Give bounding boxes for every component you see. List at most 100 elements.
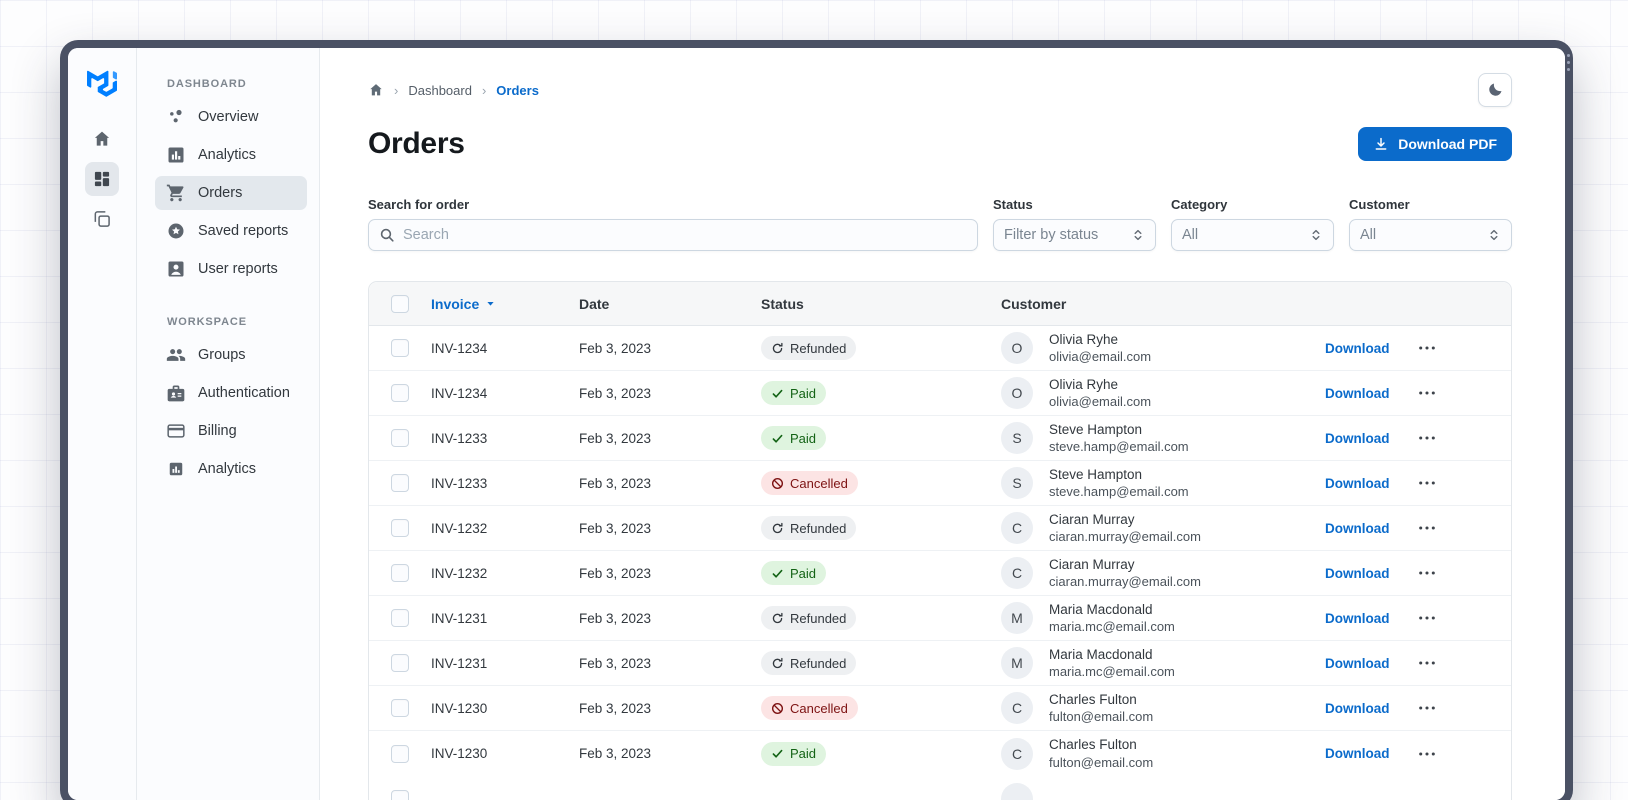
status-chip: Paid — [761, 426, 827, 450]
row-checkbox[interactable] — [391, 744, 409, 763]
row-checkbox[interactable] — [391, 384, 409, 402]
page-title: Orders — [368, 127, 465, 160]
invoice-cell: INV-1233 — [431, 475, 488, 491]
badge-icon — [166, 383, 186, 403]
row-checkbox[interactable] — [391, 609, 409, 627]
cart-icon — [166, 183, 186, 203]
customer-email: maria.mc@email.com — [1049, 664, 1175, 680]
rail-item-dashboard-grid[interactable] — [85, 162, 119, 196]
download-link[interactable]: Download — [1325, 475, 1390, 491]
row-checkbox[interactable] — [391, 474, 409, 492]
row-menu-button[interactable] — [1418, 615, 1436, 621]
search-field[interactable] — [403, 227, 967, 243]
home-icon — [92, 129, 112, 149]
sidebar-item-analytics[interactable]: Analytics — [155, 138, 307, 172]
sidebar-item-orders[interactable]: Orders — [155, 176, 307, 210]
row-menu-button[interactable] — [1418, 345, 1436, 351]
category-select[interactable]: All — [1171, 219, 1334, 251]
row-menu-button[interactable] — [1418, 480, 1436, 486]
breadcrumb-dashboard[interactable]: Dashboard — [408, 82, 472, 98]
status-select[interactable]: Filter by status — [993, 219, 1156, 251]
download-link[interactable]: Download — [1325, 655, 1390, 671]
status-cell: Refunded — [753, 606, 993, 630]
row-menu-button[interactable] — [1418, 751, 1436, 757]
download-link[interactable]: Download — [1325, 520, 1390, 536]
sidebar-item-billing[interactable]: Billing — [155, 414, 307, 448]
account-box-icon — [166, 259, 186, 279]
refresh-icon — [771, 657, 784, 670]
status-chip: Refunded — [761, 606, 857, 630]
sidebar-item-label: Analytics — [198, 147, 257, 163]
sidebar-item-user-reports[interactable]: User reports — [155, 252, 307, 286]
row-menu-button[interactable] — [1418, 570, 1436, 576]
row-checkbox[interactable] — [391, 339, 409, 357]
column-header-customer[interactable]: Customer — [1001, 295, 1067, 312]
table-row-partial — [369, 776, 1511, 800]
download-link[interactable]: Download — [1325, 610, 1390, 626]
row-checkbox[interactable] — [391, 429, 409, 447]
customer-select[interactable]: All — [1349, 219, 1512, 251]
filters-row: Search for order Status Filter by status — [368, 197, 1512, 251]
sidebar-item-overview[interactable]: Overview — [155, 100, 307, 134]
row-menu-button[interactable] — [1418, 435, 1436, 441]
sidebar-item-analytics[interactable]: Analytics — [155, 452, 307, 486]
table-row: INV-1233 Feb 3, 2023 Cancelled S Steve Hampt… — [369, 461, 1511, 506]
download-link[interactable]: Download — [1325, 385, 1390, 401]
search-icon — [379, 227, 395, 243]
home-icon[interactable] — [368, 82, 384, 98]
sidebar-item-groups[interactable]: Groups — [155, 338, 307, 372]
row-checkbox[interactable] — [391, 699, 409, 717]
row-menu-button[interactable] — [1418, 705, 1436, 711]
download-pdf-button[interactable]: Download PDF — [1358, 127, 1512, 161]
refresh-icon — [771, 522, 784, 535]
sidebar-item-saved-reports[interactable]: Saved reports — [155, 214, 307, 248]
app-surface: DASHBOARD Overview Analytics Orders Saved re… — [68, 48, 1565, 800]
rail-item-layers[interactable] — [85, 202, 119, 236]
row-checkbox[interactable] — [391, 789, 409, 800]
bar-chart-icon — [166, 145, 186, 165]
row-menu-button[interactable] — [1418, 390, 1436, 396]
credit-card-icon — [166, 421, 186, 441]
download-link[interactable]: Download — [1325, 700, 1390, 716]
download-link[interactable]: Download — [1325, 430, 1390, 446]
row-checkbox[interactable] — [391, 519, 409, 537]
sort-descending-icon — [485, 298, 496, 309]
topbar: › Dashboard › Orders — [368, 73, 1512, 107]
status-chip-label: Paid — [790, 385, 817, 401]
dark-mode-toggle[interactable] — [1478, 73, 1512, 107]
row-checkbox[interactable] — [391, 564, 409, 582]
sidebar-item-label: Billing — [198, 423, 237, 439]
download-link[interactable]: Download — [1325, 565, 1390, 581]
avatar: O — [1001, 377, 1033, 409]
actions-cell: Download — [1299, 611, 1511, 626]
row-menu-button[interactable] — [1418, 525, 1436, 531]
bubble-chart-icon — [166, 107, 186, 127]
column-header-invoice[interactable]: Invoice — [423, 296, 571, 312]
sidebar-item-authentication[interactable]: Authentication — [155, 376, 307, 410]
rail-item-home[interactable] — [85, 122, 119, 156]
status-chip: Paid — [761, 741, 827, 766]
customer-cell: S Steve Hampton steve.hamp@email.com — [993, 466, 1299, 501]
column-header-status[interactable]: Status — [761, 295, 804, 312]
search-input[interactable] — [368, 219, 978, 251]
icon-rail — [68, 48, 137, 800]
orders-table: Invoice Date Status Customer INV-1234 Feb… — [368, 281, 1512, 800]
download-link[interactable]: Download — [1325, 746, 1390, 761]
actions-cell: Download — [1299, 701, 1511, 716]
row-checkbox[interactable] — [391, 654, 409, 672]
download-link[interactable]: Download — [1325, 340, 1390, 356]
main-content: › Dashboard › Orders Orders Dow — [320, 48, 1565, 800]
avatar: C — [1001, 512, 1033, 544]
status-cell: Paid — [753, 381, 993, 405]
row-menu-button[interactable] — [1418, 660, 1436, 666]
table-row: INV-1230 Feb 3, 2023 Paid C Charles Fulton fu… — [369, 731, 1511, 776]
customer-name: Steve Hampton — [1049, 466, 1143, 482]
table-row: INV-1233 Feb 3, 2023 Paid S Steve Hampton ste… — [369, 416, 1511, 461]
status-cell: Refunded — [753, 651, 993, 675]
status-chip-label: Refunded — [790, 610, 847, 626]
check-icon — [771, 567, 784, 580]
select-all-checkbox[interactable] — [391, 294, 409, 313]
customer-email: fulton@email.com — [1049, 754, 1154, 770]
column-header-date[interactable]: Date — [579, 295, 610, 312]
status-chip-label: Paid — [790, 565, 817, 581]
